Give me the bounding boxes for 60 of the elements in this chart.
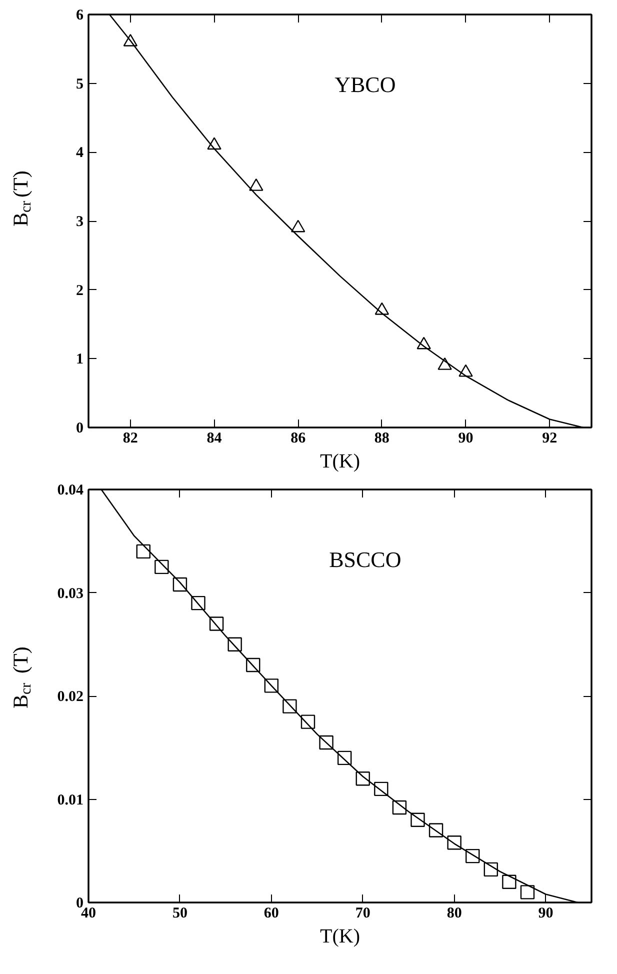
y-tick-label: 2 (76, 282, 84, 299)
y-tick-label: 1 (76, 352, 84, 368)
y-tick-label: 3 (76, 214, 84, 230)
x-tick-label: 84 (206, 430, 222, 446)
x-tick-label: 60 (264, 906, 279, 922)
point (447, 836, 462, 850)
x-tick-label: 40 (81, 906, 96, 922)
point (410, 812, 425, 827)
y-axis-title: Bcr (T) (8, 646, 34, 708)
point (502, 874, 516, 889)
point (123, 34, 138, 46)
point (290, 220, 306, 232)
y-tick-label: 0.04 (57, 482, 84, 498)
point (172, 577, 188, 592)
point (300, 714, 316, 729)
point (136, 544, 150, 559)
annotation: YBCO (334, 72, 396, 98)
point (458, 364, 473, 377)
point (520, 885, 535, 900)
y-tick-label: 0.02 (57, 689, 84, 705)
point (228, 637, 242, 652)
point (466, 848, 480, 864)
x-tick-label: 90 (538, 906, 554, 922)
point (416, 336, 431, 350)
y-tick-label: 0 (76, 896, 84, 912)
point (282, 699, 297, 714)
point (207, 137, 222, 150)
point (484, 862, 498, 877)
y-tick-label: 0.03 (57, 586, 84, 602)
x-axis-title: T(K) (320, 450, 360, 472)
x-tick-label: 90 (458, 430, 474, 446)
point (438, 357, 452, 370)
point (154, 560, 169, 574)
point (337, 750, 352, 766)
point (249, 178, 264, 191)
point (356, 772, 370, 786)
y-tick-label: 6 (76, 8, 84, 24)
point (392, 800, 407, 815)
point (374, 782, 388, 796)
point (428, 823, 444, 838)
x-axis-title: T(K) (320, 926, 360, 948)
point (191, 596, 206, 610)
x-tick-label: 92 (542, 430, 558, 446)
point (209, 616, 224, 631)
x-tick-label: 80 (446, 906, 462, 922)
y-tick-label: 5 (76, 76, 84, 92)
annotation: BSCCO (329, 547, 402, 572)
point (246, 658, 260, 672)
y-tick-label: 0 (76, 420, 84, 436)
x-tick-label: 86 (290, 430, 306, 446)
x-tick-label: 88 (374, 430, 390, 446)
y-tick-label: 0.01 (57, 792, 84, 808)
x-tick-label: 82 (122, 430, 138, 446)
y-tick-label: 4 (76, 145, 84, 162)
point (264, 678, 279, 693)
y-axis-title: Bcr(T) (8, 170, 34, 226)
point (374, 302, 390, 315)
x-tick-label: 70 (355, 906, 370, 922)
x-tick-label: 50 (172, 906, 188, 922)
point (319, 735, 334, 750)
